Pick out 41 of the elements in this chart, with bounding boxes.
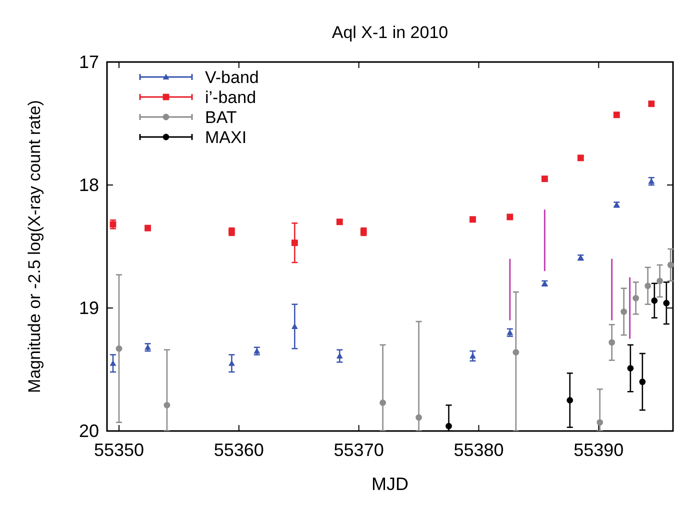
point xyxy=(110,360,116,366)
x-tick-label: 55390 xyxy=(574,440,624,460)
point xyxy=(512,349,520,356)
point xyxy=(648,178,655,184)
point xyxy=(380,400,386,406)
y-tick-label: 20 xyxy=(78,421,99,441)
point xyxy=(663,300,670,306)
x-tick-label: 55350 xyxy=(94,440,144,460)
point xyxy=(656,278,664,284)
point xyxy=(667,262,674,268)
point xyxy=(596,419,604,426)
x-tick-label: 55380 xyxy=(454,440,504,460)
point xyxy=(620,308,628,315)
y-tick-label: 19 xyxy=(78,298,99,318)
point xyxy=(110,221,116,228)
point xyxy=(651,297,658,304)
point xyxy=(228,360,235,366)
point xyxy=(644,282,652,290)
x-axis-title: MJD xyxy=(372,474,408,494)
legend-label: BAT xyxy=(205,108,237,127)
legend-label: MAXI xyxy=(205,128,247,147)
point xyxy=(566,397,574,404)
legend-label: V-band xyxy=(205,68,259,87)
y-tick-label: 17 xyxy=(78,52,99,72)
legend-label: i’-band xyxy=(205,88,256,107)
chart-title: Aql X-1 in 2010 xyxy=(332,23,448,42)
point xyxy=(639,378,646,385)
point xyxy=(291,323,298,330)
point xyxy=(608,339,616,346)
point xyxy=(336,352,343,359)
y-tick-label: 18 xyxy=(78,175,99,195)
point xyxy=(144,344,151,350)
point xyxy=(291,240,298,246)
point xyxy=(632,294,640,302)
point xyxy=(627,365,634,372)
x-tick-label: 55360 xyxy=(214,440,264,460)
x-tick-label: 55370 xyxy=(334,440,384,460)
point xyxy=(416,414,422,421)
y-axis-title: Magnitude or -2.5 log(X-ray count rate) xyxy=(25,100,44,393)
point xyxy=(116,345,122,352)
point xyxy=(164,402,170,408)
